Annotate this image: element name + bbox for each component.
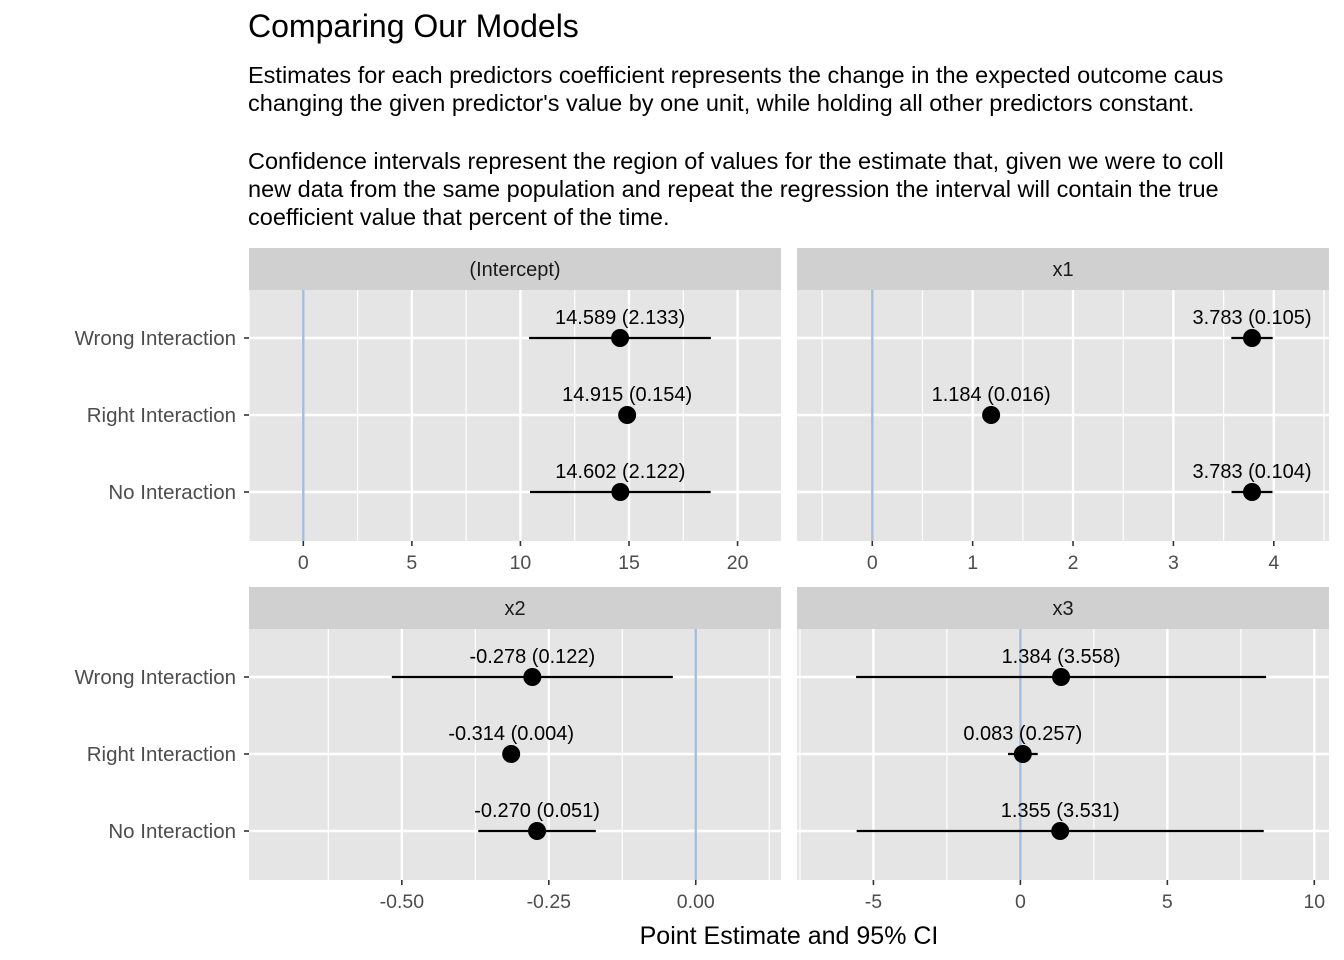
- data-label: -0.278 (0.122): [470, 646, 596, 668]
- y-tick-label: No Interaction: [108, 481, 236, 504]
- facet-strip: [797, 248, 1329, 290]
- point-estimate: [523, 668, 542, 686]
- x-tick-label: -0.50: [380, 891, 425, 913]
- point-estimate: [528, 822, 547, 840]
- facet-label: (Intercept): [469, 259, 560, 281]
- x-tick-label: 3: [1168, 552, 1179, 574]
- data-label: 14.589 (2.133): [555, 307, 685, 329]
- x-tick-label: -5: [865, 891, 882, 913]
- subtitle-line: new data from the same population and re…: [248, 176, 1219, 202]
- data-label: -0.270 (0.051): [474, 800, 600, 822]
- point-estimate: [1243, 483, 1262, 501]
- point-estimate: [1051, 822, 1070, 840]
- y-tick-label: No Interaction: [108, 820, 236, 843]
- panel-x1: x1 0 1 2 3 4 3.783 (0.105) 1.184 (0.016) 3.783 (…: [797, 248, 1329, 574]
- x-tick-label: 20: [727, 552, 749, 574]
- facet-strip: [797, 587, 1329, 629]
- y-tick-label: Wrong Interaction: [75, 327, 236, 350]
- data-label: 3.783 (0.105): [1193, 307, 1312, 329]
- x-tick-label: 0: [298, 552, 309, 574]
- point-estimate: [611, 483, 630, 501]
- panel-x2: x2 -0.50 -0.25 0.00 Wrong Interaction Right I…: [75, 587, 781, 913]
- data-label: 1.384 (3.558): [1002, 646, 1121, 668]
- x-tick-label: 0: [867, 552, 878, 574]
- x-tick-label: 2: [1068, 552, 1079, 574]
- chart-title: Comparing Our Models: [248, 8, 579, 44]
- header: Comparing Our Models Estimates for each …: [0, 0, 1344, 240]
- data-label: 0.083 (0.257): [963, 723, 1082, 745]
- subtitle-line: Confidence intervals represent the regio…: [248, 148, 1224, 174]
- x-tick-label: 10: [1303, 891, 1325, 913]
- subtitle-line: changing the given predictor's value by …: [248, 90, 1195, 116]
- y-tick-label: Right Interaction: [87, 404, 236, 427]
- facet-label: x1: [1052, 259, 1073, 281]
- data-label: -0.314 (0.004): [448, 723, 574, 745]
- x-tick-label: 5: [406, 552, 417, 574]
- data-label: 1.184 (0.016): [932, 384, 1051, 406]
- data-label: 14.915 (0.154): [562, 384, 692, 406]
- x-tick-label: -0.25: [527, 891, 572, 913]
- x-tick-label: 5: [1162, 891, 1173, 913]
- x-tick-label: 1: [967, 552, 978, 574]
- facet-strip: [249, 248, 781, 290]
- x-tick-label: 10: [510, 552, 532, 574]
- x-tick-label: 0: [1015, 891, 1026, 913]
- panel-x3: x3 -5 0 5 10 1.384 (3.558) 0.083 (0.257) 1.355 …: [797, 587, 1329, 913]
- y-tick-label: Wrong Interaction: [75, 666, 236, 689]
- point-estimate: [1243, 329, 1262, 347]
- y-tick-label: Right Interaction: [87, 743, 236, 766]
- facet-label: x2: [504, 598, 525, 620]
- data-label: 1.355 (3.531): [1001, 800, 1120, 822]
- facet-label: x3: [1052, 598, 1073, 620]
- x-axis-title: Point Estimate and 95% CI: [640, 922, 939, 950]
- point-estimate: [982, 406, 1001, 424]
- panel-intercept: (Intercept) 0 5 10 15 20 Wrong Interaction Righ…: [75, 248, 781, 574]
- x-tick-label: 4: [1268, 552, 1279, 574]
- subtitle-line: coefficient value that percent of the ti…: [248, 204, 670, 230]
- point-estimate: [502, 745, 521, 763]
- x-tick-label: 15: [618, 552, 640, 574]
- point-estimate: [1013, 745, 1032, 763]
- point-estimate: [618, 406, 637, 424]
- subtitle-line: Estimates for each predictors coefficien…: [248, 62, 1224, 88]
- point-estimate: [1052, 668, 1071, 686]
- data-label: 3.783 (0.104): [1193, 461, 1312, 483]
- x-tick-label: 0.00: [677, 891, 715, 913]
- data-label: 14.602 (2.122): [555, 461, 685, 483]
- facet-strip: [249, 587, 781, 629]
- point-estimate: [611, 329, 630, 347]
